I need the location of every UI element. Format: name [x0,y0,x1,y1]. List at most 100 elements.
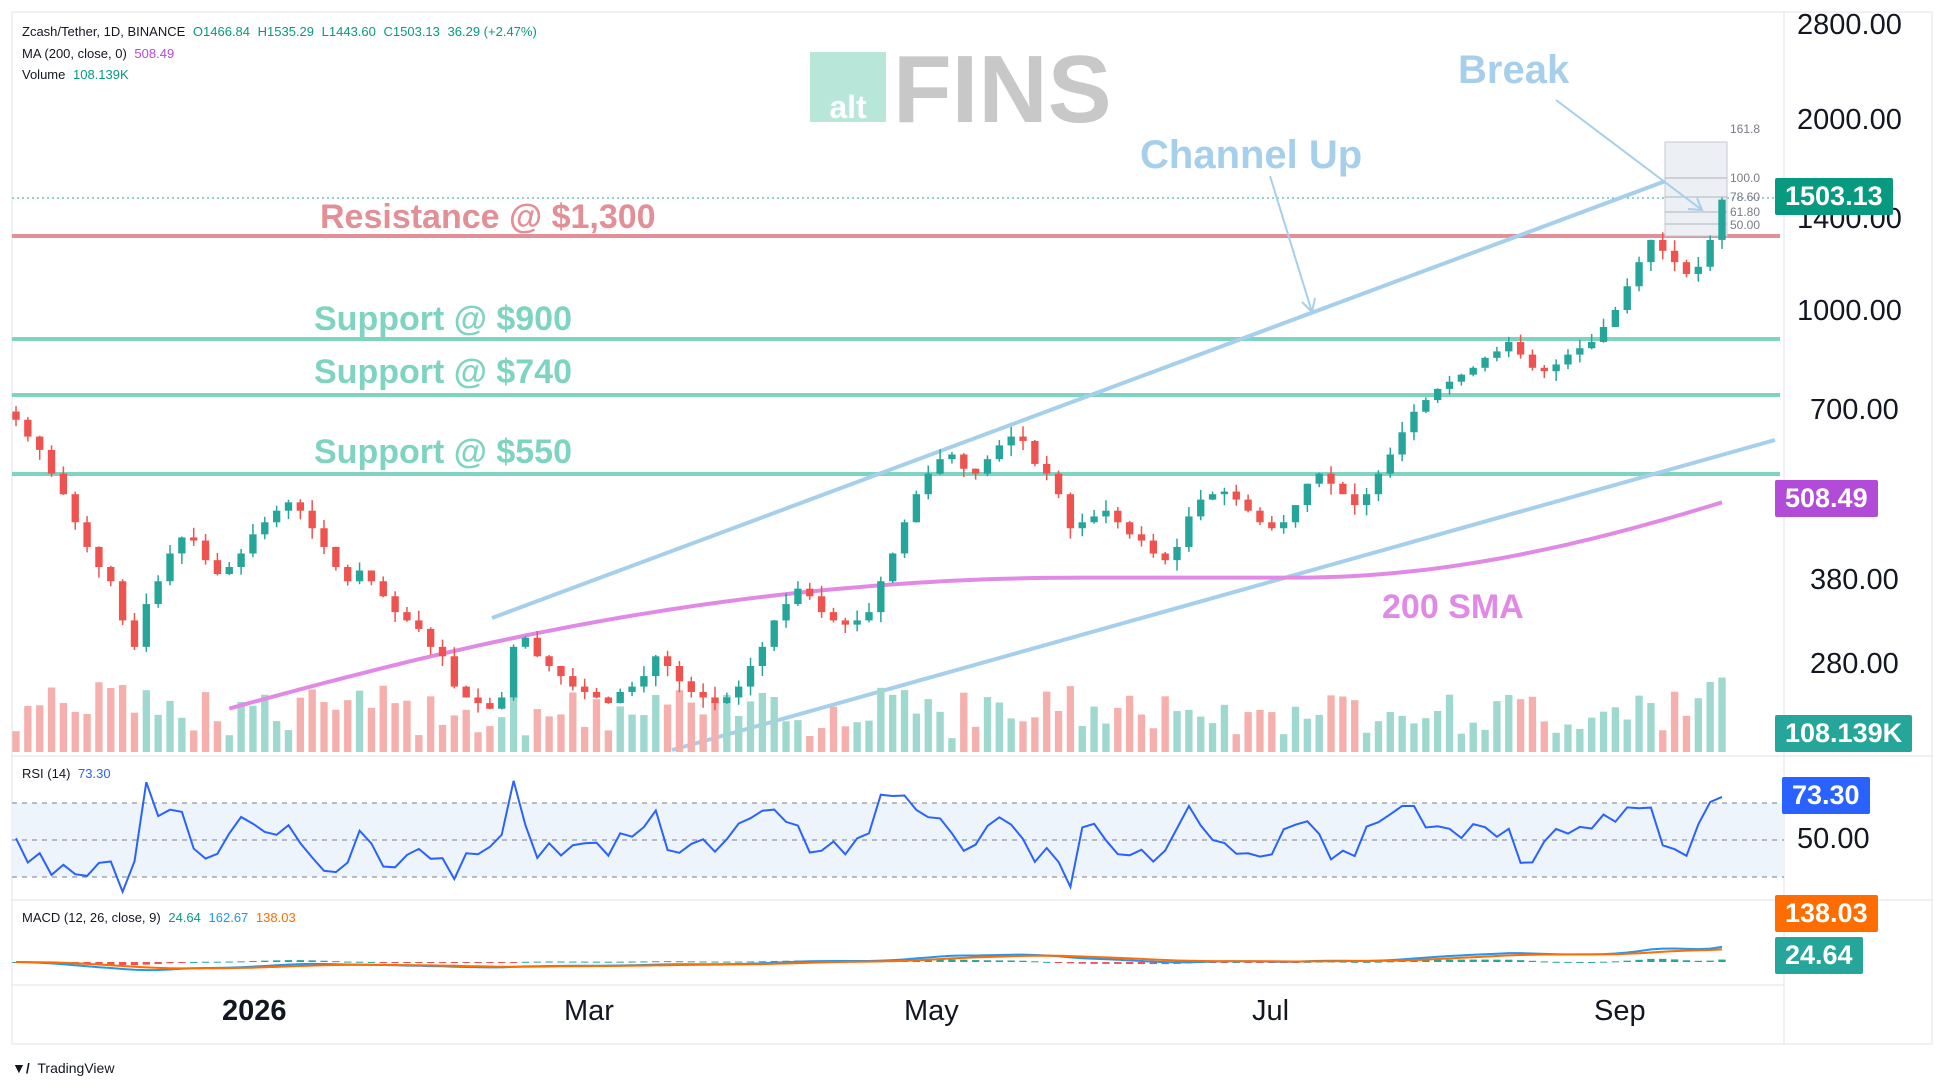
candle-body[interactable] [746,666,755,687]
candle-body[interactable] [308,510,316,529]
candle-body[interactable] [1362,494,1371,506]
candle-body[interactable] [983,459,992,474]
candle-body[interactable] [806,588,814,597]
candle-body[interactable] [841,620,849,625]
candle-body[interactable] [1279,522,1288,529]
candle-body[interactable] [663,656,672,666]
candle-body[interactable] [770,620,778,647]
candle-body[interactable] [1528,354,1537,368]
candle-body[interactable] [1374,473,1383,495]
candle-body[interactable] [1706,239,1714,267]
candle-body[interactable] [237,553,245,568]
candle-body[interactable] [438,646,447,657]
candle-body[interactable] [213,560,222,575]
candle-body[interactable] [154,581,162,605]
candle-body[interactable] [971,468,980,474]
candle-body[interactable] [1623,286,1631,310]
candle-body[interactable] [1137,534,1146,541]
candle-body[interactable] [1398,432,1406,455]
candle-body[interactable] [1588,341,1596,349]
candle-body[interactable] [296,502,305,511]
candle-body[interactable] [1031,440,1039,464]
candle-body[interactable] [1208,494,1217,500]
candle-body[interactable] [107,567,115,582]
candle-body[interactable] [24,419,32,437]
candle-body[interactable] [960,454,968,469]
candle-body[interactable] [853,620,861,625]
candle-body[interactable] [367,570,376,582]
candle-body[interactable] [1576,348,1584,355]
candle-body[interactable] [1197,499,1205,517]
candle-body[interactable] [699,691,707,698]
candle-body[interactable] [379,581,387,597]
candle-body[interactable] [1552,364,1560,372]
candle-body[interactable] [1445,381,1454,389]
candle-body[interactable] [391,596,399,613]
candle-body[interactable] [1102,510,1110,517]
candle-body[interactable] [1422,400,1430,412]
candle-body[interactable] [900,522,909,554]
candle-body[interactable] [1410,411,1418,433]
candle-body[interactable] [332,546,340,568]
candle-body[interactable] [1386,454,1394,474]
candle-body[interactable] [1505,341,1513,352]
candle-body[interactable] [1268,522,1276,529]
candle-body[interactable] [1007,436,1015,446]
candle-body[interactable] [130,620,139,647]
candle-body[interactable] [758,646,767,666]
candle-body[interactable] [498,697,506,709]
candle-body[interactable] [1291,505,1300,523]
candle-body[interactable] [1659,239,1667,251]
candle-body[interactable] [509,646,518,698]
candle-body[interactable] [272,510,281,523]
candle-body[interactable] [936,459,944,474]
candle-body[interactable] [1611,309,1620,327]
candle-body[interactable] [1256,510,1264,523]
ma200-line[interactable] [228,500,1723,711]
candle-body[interactable] [1351,494,1359,506]
candle-body[interactable] [118,581,127,621]
candle-body[interactable] [1599,326,1608,342]
candle-body[interactable] [415,620,423,629]
candle-body[interactable] [47,449,56,474]
candle-body[interactable] [604,697,613,704]
candle-body[interactable] [1718,199,1726,240]
candle-body[interactable] [1327,473,1335,484]
legend-symbol[interactable]: Zcash/Tether, 1D, BINANCE [22,24,186,39]
legend-macd[interactable]: MACD (12, 26, close, 9) 24.64 162.67 138… [22,910,300,925]
candle-body[interactable] [877,581,885,613]
candle-body[interactable] [569,676,577,687]
candle-body[interactable] [640,676,648,687]
candle-body[interactable] [889,553,897,582]
candle-body[interactable] [249,534,257,554]
candle-body[interactable] [1493,351,1501,358]
candle-body[interactable] [450,656,459,687]
candle-body[interactable] [284,502,293,511]
candle-body[interactable] [995,445,1003,460]
candle-body[interactable] [1339,483,1347,495]
candle-body[interactable] [723,697,731,704]
candle-body[interactable] [1647,239,1655,263]
candle-body[interactable] [474,697,482,704]
candle-body[interactable] [557,666,565,677]
candle-body[interactable] [628,686,636,692]
candle-body[interactable] [225,567,233,575]
candle-body[interactable] [1244,499,1252,511]
candle-body[interactable] [1457,374,1466,382]
candle-body[interactable] [1540,367,1548,372]
candle-body[interactable] [735,686,743,698]
candle-body[interactable] [1670,250,1679,263]
candle-body[interactable] [1635,262,1643,287]
legend-ma[interactable]: MA (200, close, 0) 508.49 [22,46,178,61]
tradingview-brand[interactable]: ▼/ TradingView [12,1060,114,1076]
candle-body[interactable] [1303,483,1312,506]
candle-body[interactable] [687,681,695,692]
candle-body[interactable] [1694,266,1702,274]
candle-body[interactable] [782,604,790,621]
candle-body[interactable] [948,454,956,460]
candle-body[interactable] [1469,367,1477,375]
candle-body[interactable] [83,522,91,547]
candle-body[interactable] [533,637,541,657]
candle-body[interactable] [1125,522,1134,535]
